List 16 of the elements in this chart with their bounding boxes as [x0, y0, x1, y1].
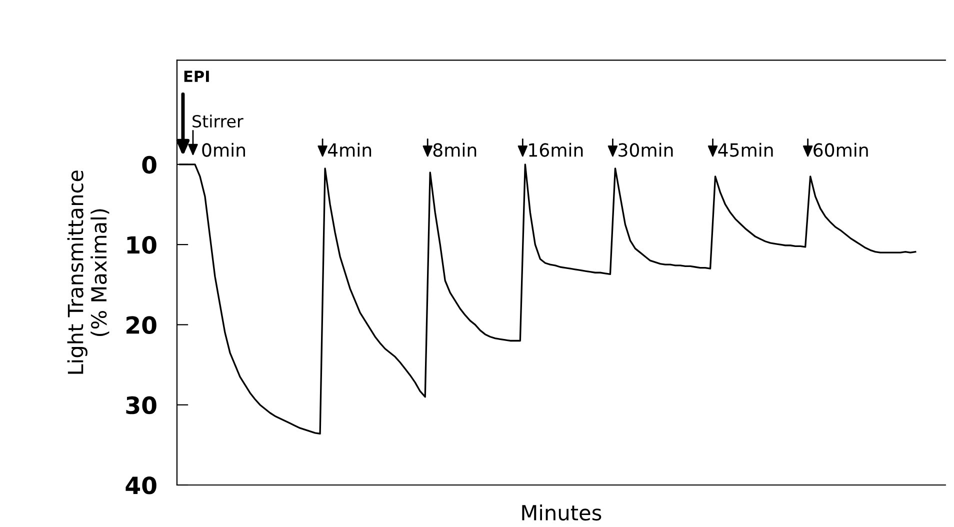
- x-axis-title: Minutes: [522, 504, 602, 521]
- annotation: 30min: [618, 142, 673, 157]
- y-tick-label: 0: [142, 156, 156, 174]
- annotation: 8min: [433, 142, 476, 157]
- annotation: 16min: [529, 142, 583, 157]
- annotation: Stirrer: [192, 114, 244, 128]
- y-tick-label: 40: [126, 476, 156, 494]
- annotation: EPI: [184, 70, 209, 82]
- y-axis-title: Light Transmittance (% Maximal): [67, 170, 110, 374]
- annotation: 0min: [202, 142, 245, 157]
- y-tick-label: 20: [126, 316, 156, 334]
- annotation: 4min: [328, 142, 372, 157]
- annotation: 45min: [718, 142, 773, 157]
- y-tick-label: 30: [126, 396, 156, 414]
- annotation: 60min: [814, 142, 868, 157]
- y-tick-label: 10: [127, 236, 156, 254]
